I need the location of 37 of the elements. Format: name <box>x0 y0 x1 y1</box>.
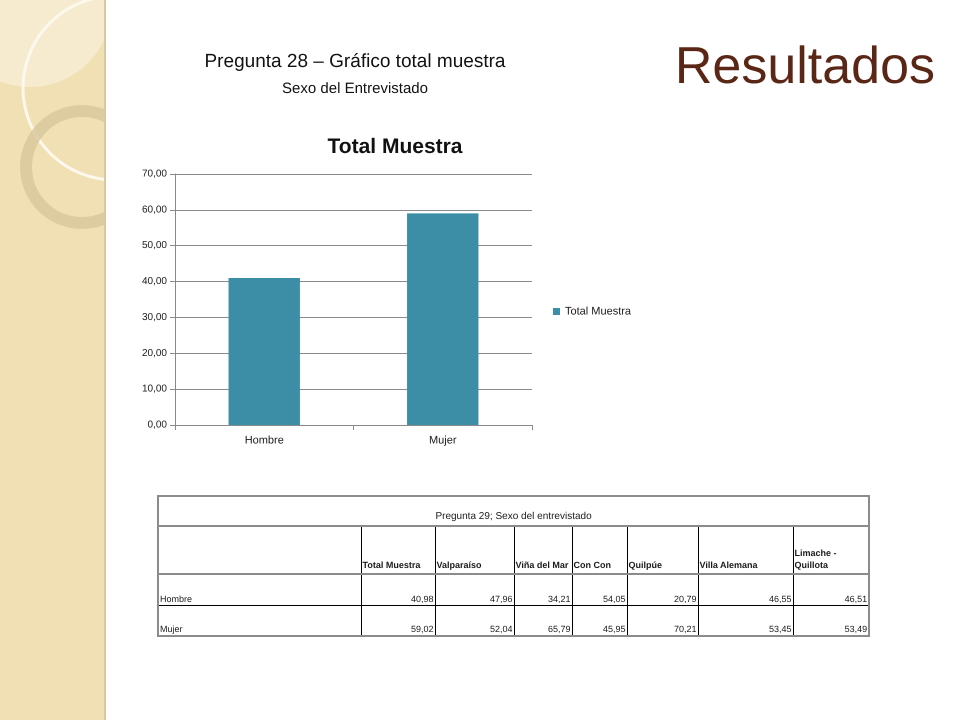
text: 70,21 <box>674 624 696 634</box>
text: 59,02 <box>410 624 434 634</box>
category-label: Villa Alemana <box>698 526 793 574</box>
category-label: Total Muestra <box>361 526 435 574</box>
text: 65,79 <box>548 624 570 634</box>
text: 53,45 <box>768 624 792 634</box>
text: 47,96 <box>490 594 512 604</box>
text: 53,49 <box>844 624 868 634</box>
y-tick-label: 60,00 <box>142 204 168 216</box>
text: 40,98 <box>410 594 434 604</box>
y-tick-label: 70,00 <box>142 168 168 180</box>
text: 52,04 <box>490 624 512 634</box>
text: 20,79 <box>674 594 696 604</box>
y-tick-label: 20,00 <box>142 348 168 359</box>
category-label: Valparaíso <box>435 526 514 574</box>
y-tick-label: 0,00 <box>148 420 168 430</box>
y-tick-label: 50,00 <box>142 240 168 252</box>
text: Pregunta 28 – Gráfico total muestra <box>204 51 506 72</box>
text: 46,51 <box>844 594 868 604</box>
category-label: Con Con <box>572 526 627 574</box>
text: 46,55 <box>768 594 792 604</box>
text: 34,21 <box>548 594 570 604</box>
category-label: Viña del Mar <box>514 526 572 574</box>
y-tick-label: 30,00 <box>142 312 168 323</box>
text: 45,95 <box>602 624 626 634</box>
y-tick-label: 40,00 <box>142 276 168 288</box>
category-label: Limache - Quillota <box>793 526 870 574</box>
text: Sexo del Entrevistado <box>282 80 428 97</box>
legend-label: Total Muestra <box>565 306 632 318</box>
y-tick-label: 10,00 <box>142 384 168 395</box>
text: Resultados <box>674 37 935 95</box>
text: 54,05 <box>602 594 626 604</box>
category-label: Quilpúe <box>627 526 698 574</box>
chart-title: Total Muestra <box>328 135 463 158</box>
category-label: Hombre <box>160 594 192 604</box>
text: Pregunta 29; Sexo del entrevistado <box>158 496 870 526</box>
category-label: Mujer <box>160 624 183 634</box>
